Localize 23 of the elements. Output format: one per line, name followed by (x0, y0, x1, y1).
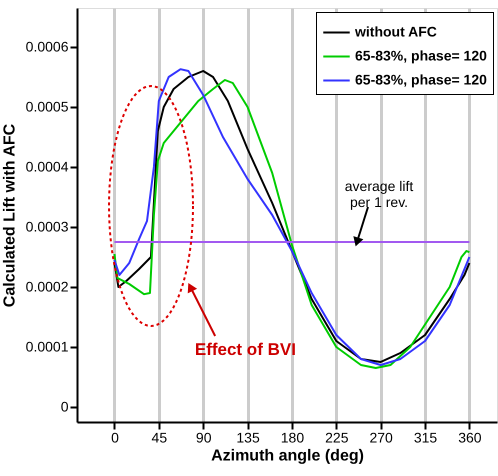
y-tick-label: 0 (60, 398, 69, 414)
x-tick-label: 360 (458, 430, 482, 446)
legend-label: 65-83%, phase= 120 (355, 72, 488, 88)
x-tick-label: 315 (414, 430, 438, 446)
x-tick-label: 135 (236, 430, 260, 446)
y-tick-label: 0.0003 (26, 218, 69, 234)
x-tick-label: 45 (152, 430, 168, 446)
legend-label: without AFC (354, 24, 437, 40)
x-tick-label: 180 (280, 430, 304, 446)
x-tick-label: 90 (196, 430, 212, 446)
x-tick-label: 270 (369, 430, 394, 446)
annotation: average lift per 1 rev. (344, 178, 414, 210)
x-axis-title: Azimuth angle (deg) (211, 448, 364, 464)
y-tick-label: 0.0002 (26, 278, 69, 294)
y-tick-label: 0.0006 (26, 38, 69, 54)
y-tick-label: 0.0001 (26, 338, 69, 354)
y-axis-title: Calculated Lift with AFC (2, 123, 19, 308)
x-tick-label: 225 (325, 430, 349, 446)
y-tick-label: 0.0004 (26, 158, 69, 174)
annotation: Effect of BVI (194, 340, 296, 359)
x-tick-label: 0 (111, 430, 120, 446)
legend-label: 65-83%, phase= 120 (355, 48, 488, 64)
y-tick-label: 0.0005 (26, 98, 69, 114)
